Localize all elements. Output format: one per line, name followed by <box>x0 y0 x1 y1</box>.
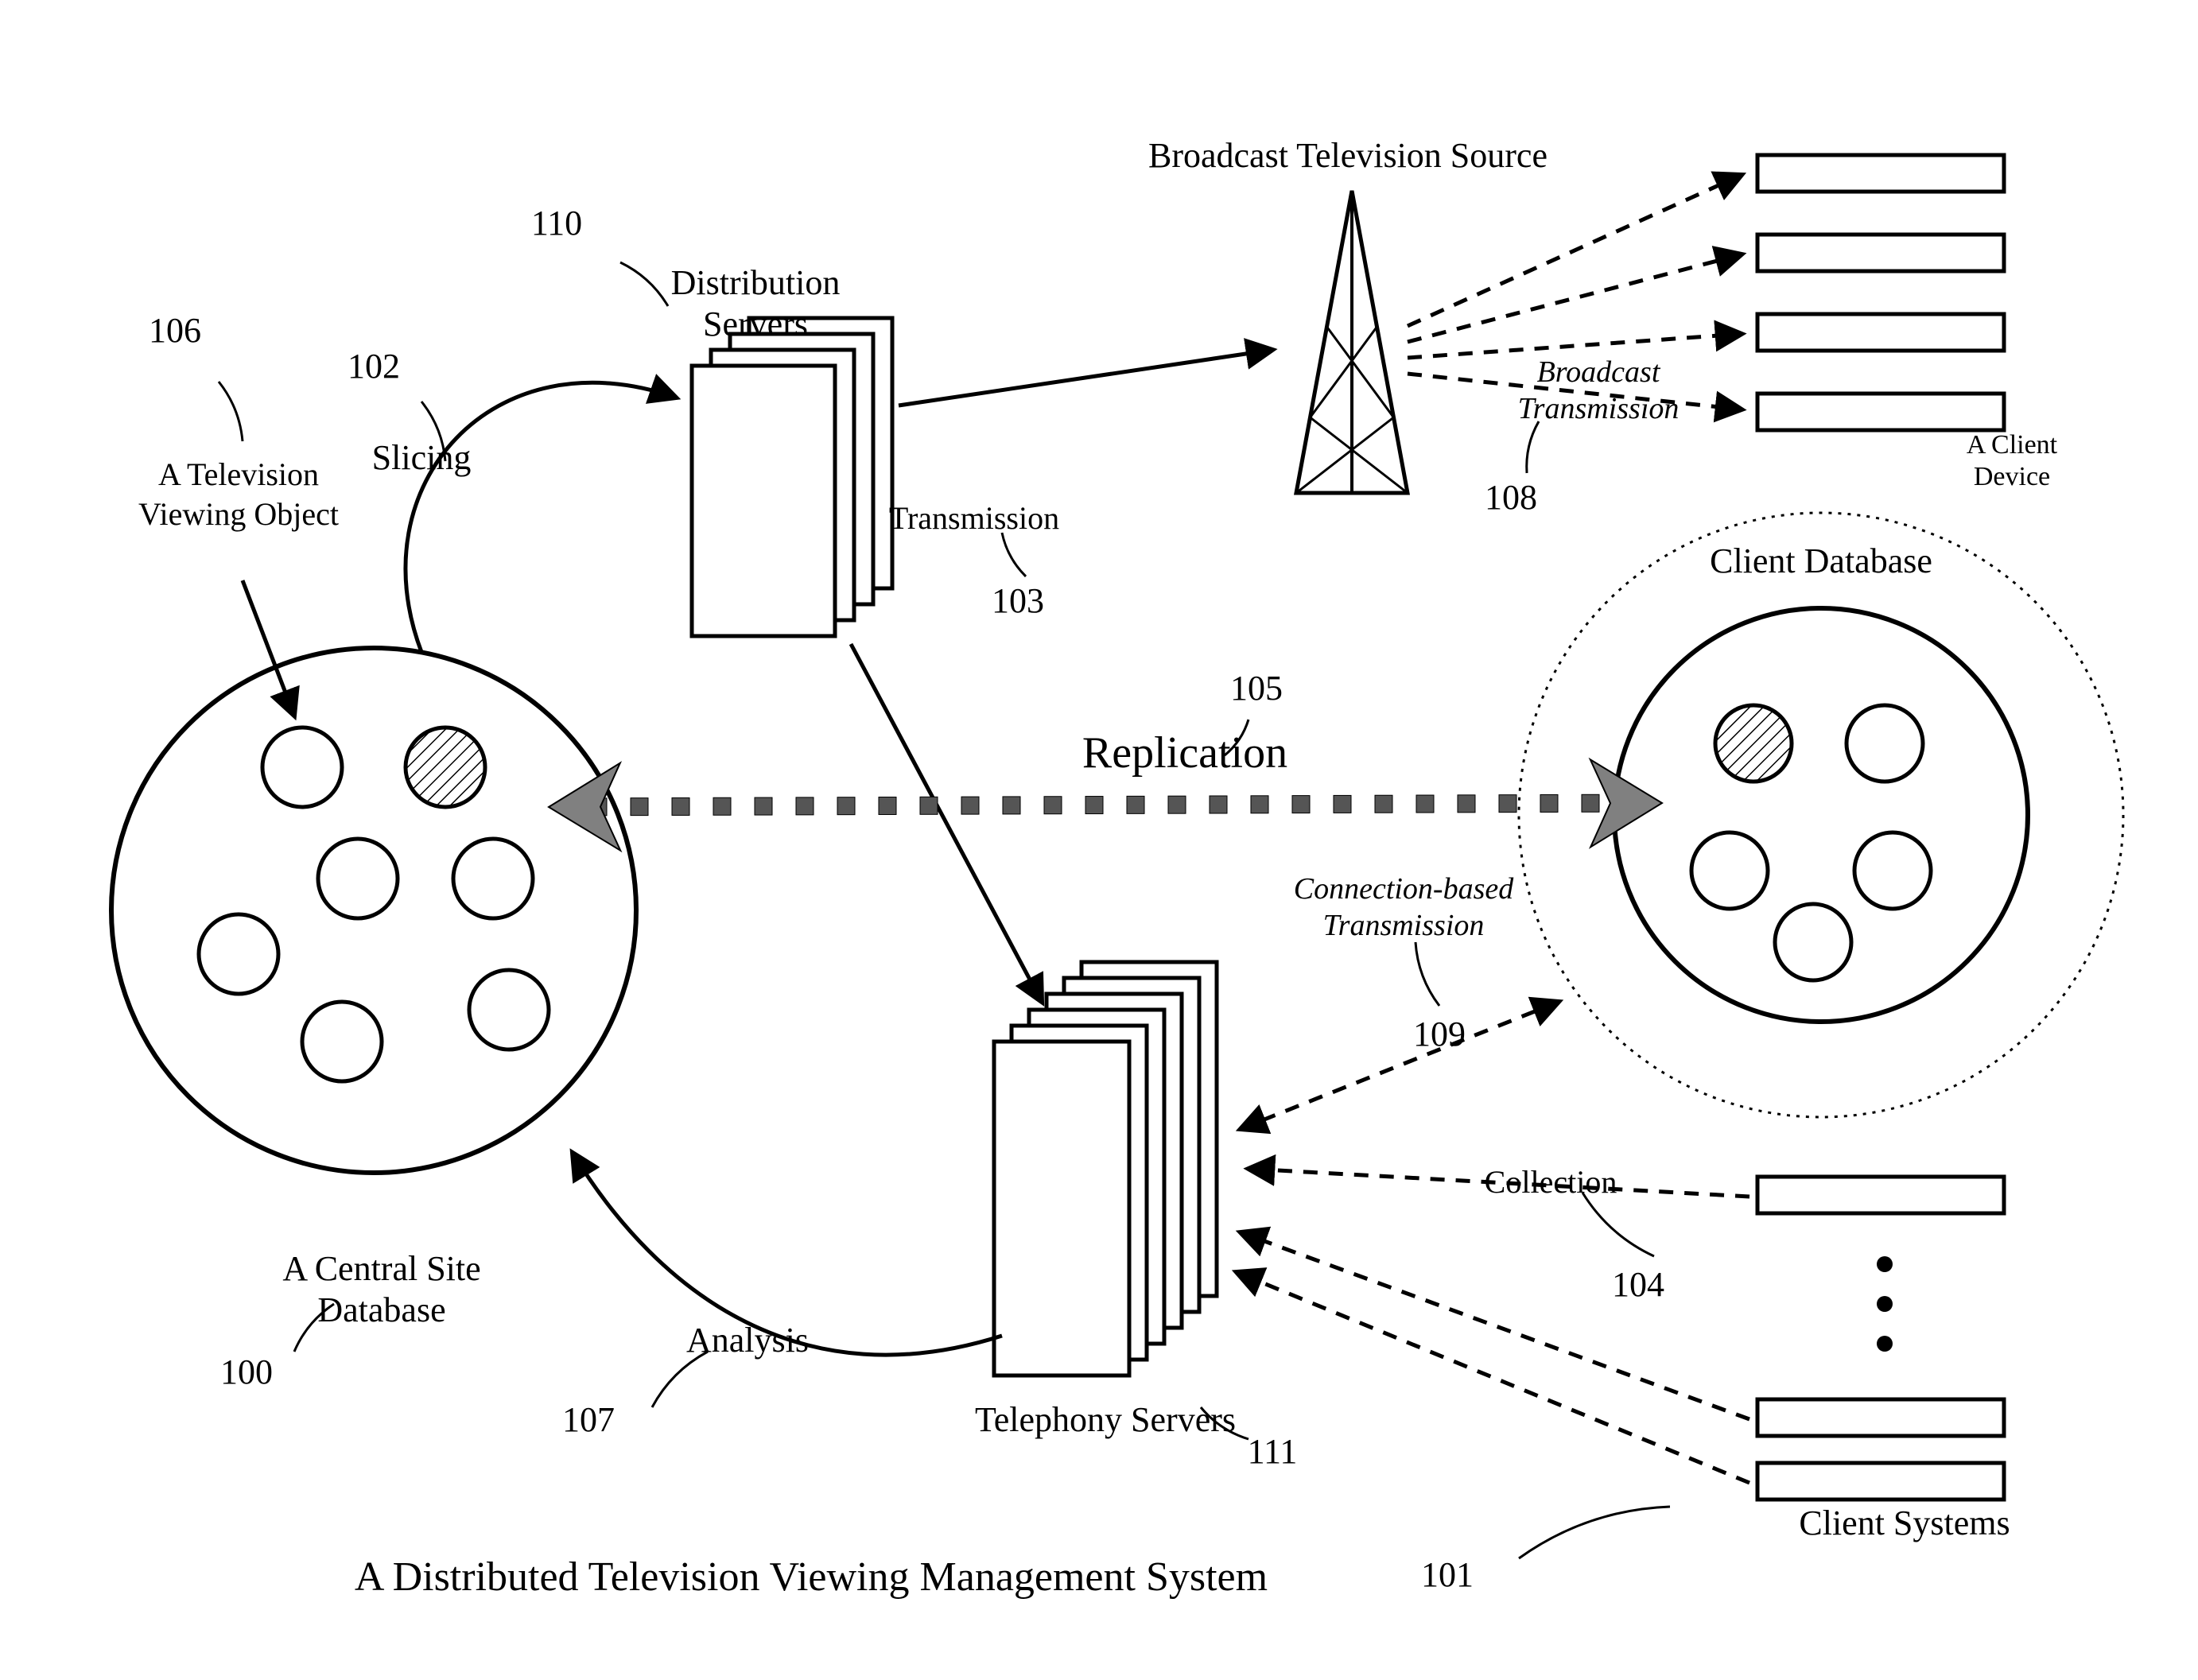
label-tv-object: A Television <box>158 456 319 492</box>
tv-viewing-object <box>262 727 342 807</box>
label-broadcast-trans: Broadcast <box>1537 355 1661 389</box>
client-system-box <box>1757 155 2004 192</box>
collection-link <box>1237 1272 1749 1483</box>
tv-viewing-object <box>1691 832 1768 909</box>
refnum-108: 108 <box>1485 478 1537 517</box>
refnum-leader <box>1527 421 1539 473</box>
client-system-box <box>1757 314 2004 351</box>
refnum-104: 104 <box>1612 1265 1664 1304</box>
tv-viewing-object <box>1775 904 1851 980</box>
label-collection: Collection <box>1485 1164 1617 1200</box>
refnum-105: 105 <box>1230 669 1283 708</box>
refnum-106: 106 <box>149 311 201 350</box>
refnum-100: 100 <box>220 1352 273 1391</box>
refnum-leader <box>219 382 243 441</box>
client-system-box <box>1757 235 2004 271</box>
broadcast-link <box>1408 334 1742 358</box>
ellipsis-dot <box>1877 1256 1893 1272</box>
client-system-box <box>1757 1463 2004 1500</box>
refnum-103: 103 <box>992 581 1044 620</box>
tv-viewing-object <box>469 970 549 1050</box>
label-transmission: Transmission <box>889 500 1059 536</box>
label-central-db: A Central Site <box>282 1249 480 1288</box>
label-central-db: Database <box>317 1290 445 1329</box>
ellipsis-dot <box>1877 1296 1893 1312</box>
telephony-server <box>994 1042 1129 1375</box>
tv-viewing-object <box>1847 705 1923 782</box>
tv-viewing-object <box>318 839 398 918</box>
label-telephony: Telephony Servers <box>975 1400 1236 1439</box>
refnum-107: 107 <box>562 1400 615 1439</box>
refnum-109: 109 <box>1413 1015 1466 1053</box>
tv-viewing-object <box>453 839 533 918</box>
label-conn-trans: Transmission <box>1323 909 1485 942</box>
label-client-device: A Client <box>1967 430 2058 460</box>
refnum-leader <box>1002 533 1026 576</box>
label-tv-object: Viewing Object <box>138 496 339 532</box>
refnum-102: 102 <box>348 347 400 386</box>
tv-viewing-object <box>1715 705 1792 782</box>
ellipsis-dot <box>1877 1336 1893 1352</box>
client-system-box <box>1757 1399 2004 1436</box>
transmission-arrow <box>899 350 1272 405</box>
refnum-111: 111 <box>1248 1432 1298 1471</box>
broadcast-link <box>1408 175 1742 326</box>
tv-viewing-object <box>1854 832 1931 909</box>
connection-link <box>1241 1002 1559 1129</box>
refnum-leader <box>1582 1193 1654 1256</box>
label-broadcast-trans: Transmission <box>1518 392 1680 425</box>
label-replication: Replication <box>1082 728 1287 778</box>
dist-to-tele-arrow <box>851 644 1042 1002</box>
broadcast-tower <box>1296 191 1408 493</box>
refnum-110: 110 <box>531 204 582 242</box>
diagram-title: A Distributed Television Viewing Managem… <box>355 1554 1268 1600</box>
tv-viewing-object <box>406 727 485 807</box>
tv-viewing-object <box>199 914 278 994</box>
distribution-server <box>692 366 835 636</box>
refnum-leader <box>1415 942 1439 1006</box>
refnum-leader <box>1519 1507 1670 1558</box>
refnum-leader <box>652 1352 708 1407</box>
label-dist-servers: Servers <box>703 305 808 343</box>
refnum-101: 101 <box>1421 1555 1474 1594</box>
client-system-box <box>1757 1177 2004 1213</box>
refnum-leader <box>620 262 668 306</box>
label-dist-servers: Distribution <box>671 263 841 302</box>
client-system-box <box>1757 394 2004 430</box>
label-conn-trans: Connection-based <box>1294 872 1515 906</box>
label-client-systems: Client Systems <box>1799 1503 2010 1542</box>
collection-link <box>1241 1232 1749 1419</box>
tv-viewing-object <box>302 1002 382 1081</box>
label-slicing: Slicing <box>372 438 472 477</box>
label-broadcast-source: Broadcast Television Source <box>1148 136 1548 175</box>
label-client-database: Client Database <box>1710 541 1932 580</box>
broadcast-link <box>1408 254 1742 342</box>
label-client-device: Device <box>1974 462 2050 491</box>
slicing-arrow <box>406 382 676 652</box>
